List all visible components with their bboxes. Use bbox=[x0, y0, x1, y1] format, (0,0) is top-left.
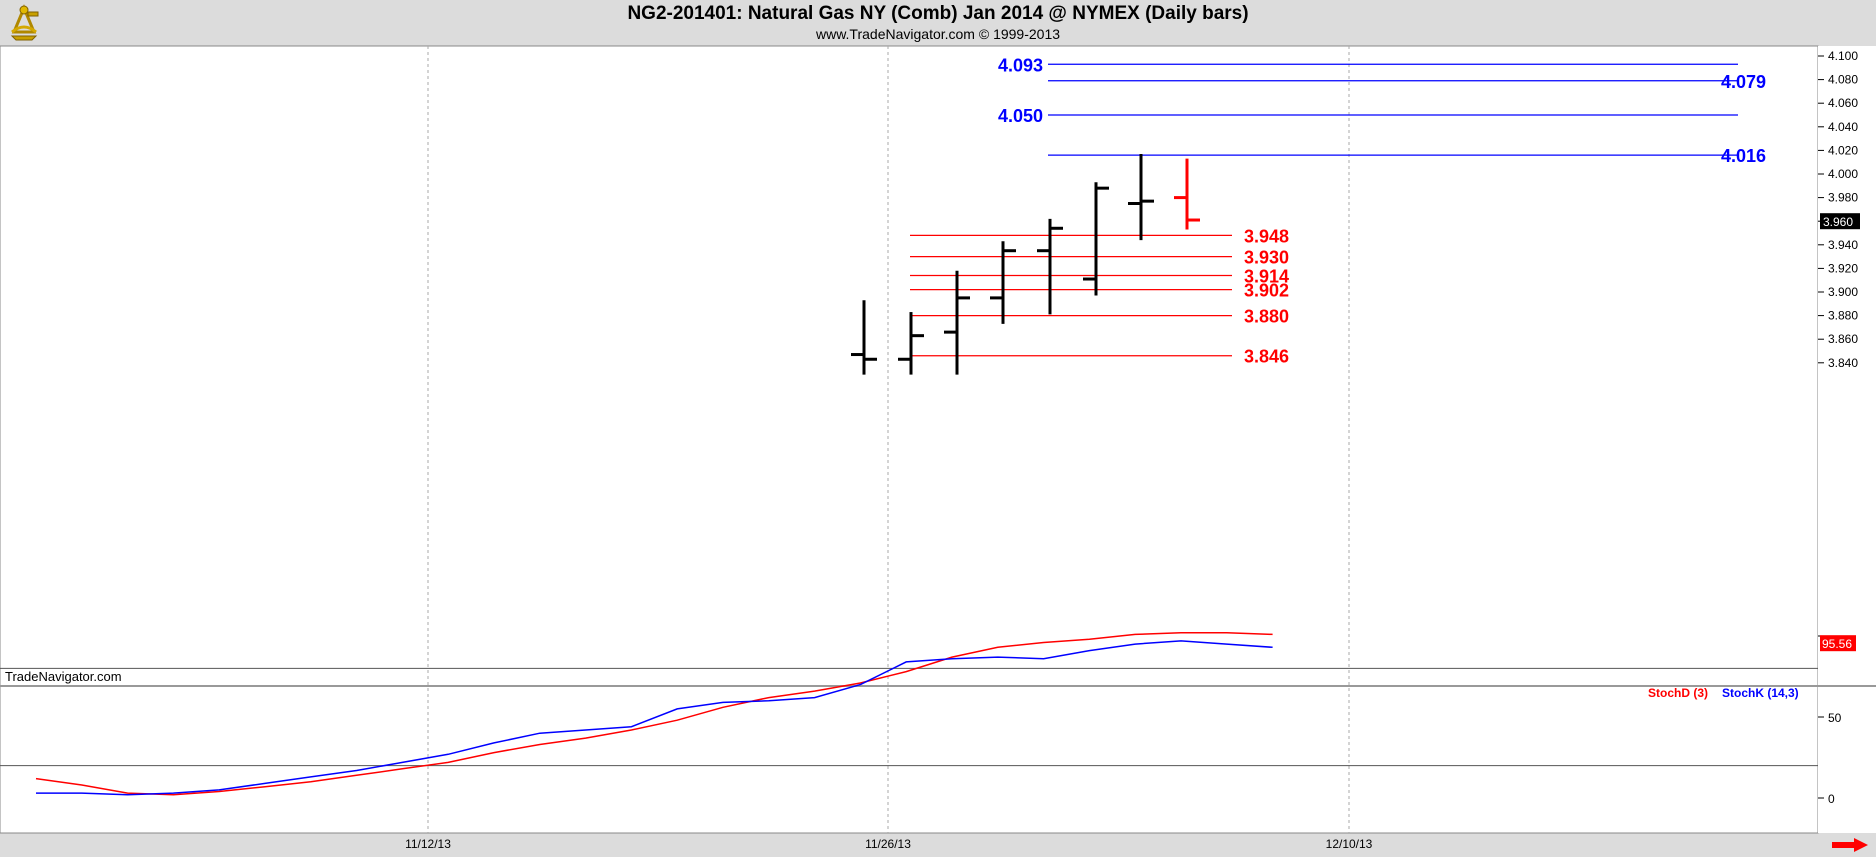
date-label: 12/10/13 bbox=[1326, 837, 1373, 851]
price-tick-label: 4.100 bbox=[1828, 49, 1858, 63]
resistance-label: 4.016 bbox=[1721, 146, 1766, 166]
price-tick-label: 3.980 bbox=[1828, 191, 1858, 205]
watermark: TradeNavigator.com bbox=[5, 669, 122, 684]
last-stoch-marker bbox=[1820, 635, 1856, 652]
chart-header: NG2-201401: Natural Gas NY (Comb) Jan 20… bbox=[0, 0, 1876, 46]
chart-subtitle: www.TradeNavigator.com © 1999-2013 bbox=[815, 26, 1061, 42]
support-label: 3.948 bbox=[1244, 226, 1289, 246]
price-tick-label: 4.080 bbox=[1828, 73, 1858, 87]
support-label: 3.930 bbox=[1244, 248, 1289, 268]
resistance-label: 4.093 bbox=[998, 55, 1043, 75]
stoch-tick-label: 0 bbox=[1828, 792, 1835, 806]
ohlc-bars bbox=[851, 153, 1200, 375]
support-label: 3.914 bbox=[1244, 266, 1289, 286]
last-price-marker bbox=[1820, 213, 1860, 230]
date-label: 11/12/13 bbox=[405, 837, 451, 851]
resistance-label: 4.050 bbox=[998, 106, 1043, 126]
ohlc-bar bbox=[944, 270, 970, 375]
support-label: 3.902 bbox=[1244, 281, 1289, 301]
ohlc-bar bbox=[1174, 158, 1200, 230]
ohlc-bar bbox=[898, 312, 924, 375]
price-tick-label: 4.020 bbox=[1828, 143, 1858, 157]
legend-stochd: StochD (3) bbox=[1648, 686, 1708, 700]
last-price-label: 3.960 bbox=[1823, 215, 1853, 229]
axis-panel bbox=[1818, 46, 1876, 833]
chart-title: NG2-201401: Natural Gas NY (Comb) Jan 20… bbox=[627, 3, 1249, 24]
price-tick-label: 4.040 bbox=[1828, 120, 1858, 134]
resistance-label: 4.079 bbox=[1721, 72, 1766, 92]
date-label: 11/26/13 bbox=[865, 837, 911, 851]
price-tick-label: 3.900 bbox=[1828, 285, 1858, 299]
support-label: 3.846 bbox=[1244, 347, 1289, 367]
support-label: 3.880 bbox=[1244, 307, 1289, 327]
stoch-tick-label: 50 bbox=[1828, 711, 1842, 725]
price-panel bbox=[0, 45, 1819, 687]
price-tick-label: 3.840 bbox=[1828, 356, 1858, 370]
price-tick-label: 4.000 bbox=[1828, 167, 1858, 181]
price-tick-label: 3.920 bbox=[1828, 261, 1858, 275]
stochd-line bbox=[35, 632, 1273, 796]
price-tick-label: 3.940 bbox=[1828, 238, 1858, 252]
ohlc-bar bbox=[1083, 182, 1109, 296]
ohlc-bar bbox=[851, 300, 877, 375]
scroll-right-arrow-icon[interactable] bbox=[1832, 838, 1868, 857]
price-tick-label: 4.060 bbox=[1828, 96, 1858, 110]
stochk-line bbox=[36, 640, 1273, 796]
stoch-panel bbox=[0, 685, 1819, 834]
price-tick-label: 3.880 bbox=[1828, 309, 1858, 323]
ohlc-bar bbox=[1128, 153, 1154, 241]
legend-stochk: StochK (14,3) bbox=[1722, 686, 1799, 700]
last-stoch-label: 95.56 bbox=[1822, 637, 1852, 651]
ohlc-bar bbox=[1037, 218, 1063, 315]
price-tick-label: 3.860 bbox=[1828, 332, 1858, 346]
sextant-logo-icon bbox=[4, 2, 44, 44]
ohlc-bar bbox=[990, 241, 1016, 324]
